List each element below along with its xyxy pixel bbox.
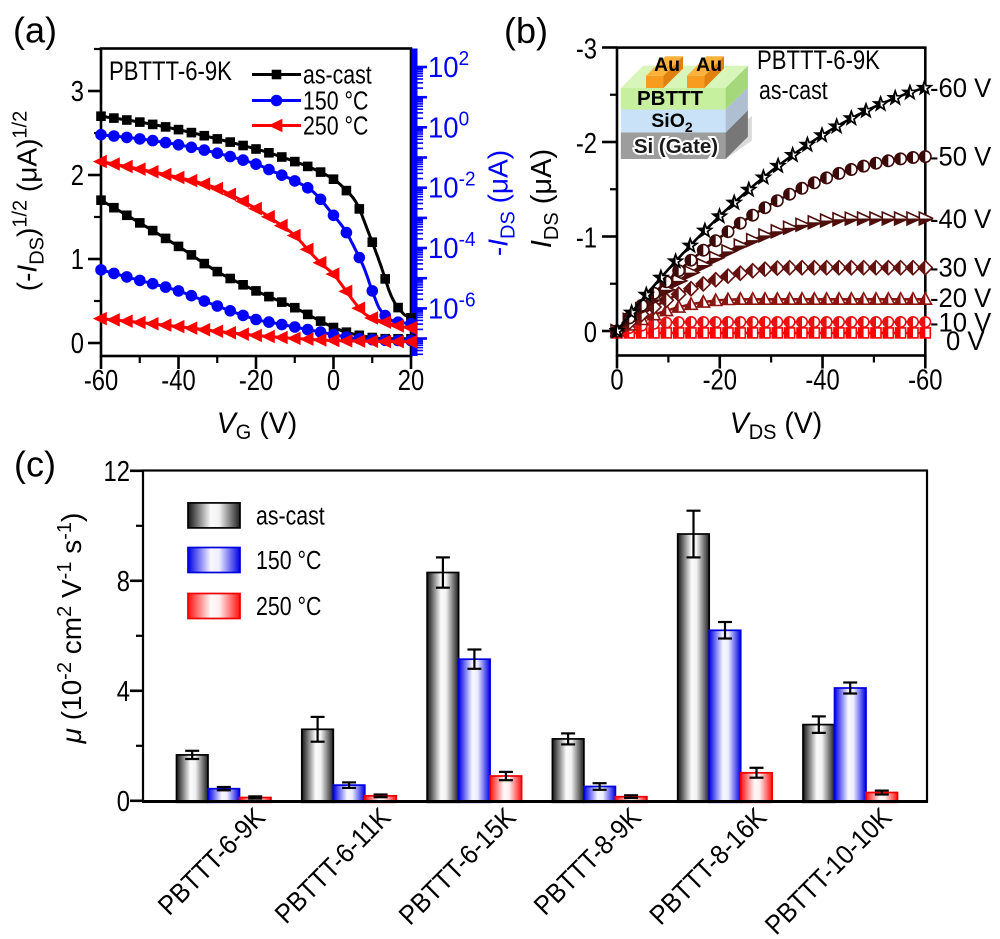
svg-text:-1: -1 xyxy=(576,221,597,254)
svg-text:VG (V): VG (V) xyxy=(217,407,297,444)
svg-text:0: 0 xyxy=(327,364,340,397)
svg-text:PBTTT-6-9K: PBTTT-6-9K xyxy=(757,46,880,76)
svg-text:as-cast: as-cast xyxy=(759,76,828,106)
svg-text:-20: -20 xyxy=(703,363,737,396)
svg-text:250 °C: 250 °C xyxy=(256,592,321,622)
svg-text:Au: Au xyxy=(654,54,680,76)
svg-text:PBTTT: PBTTT xyxy=(637,87,704,110)
svg-text:as-cast: as-cast xyxy=(303,61,372,91)
svg-text:-40: -40 xyxy=(805,363,839,396)
svg-text:2: 2 xyxy=(71,159,84,192)
svg-text:20: 20 xyxy=(398,364,424,397)
svg-text:as-cast: as-cast xyxy=(256,501,325,531)
svg-text:0: 0 xyxy=(584,316,597,349)
svg-text:0 V: 0 V xyxy=(946,325,985,356)
svg-text:PBTTT-6-9K: PBTTT-6-9K xyxy=(109,57,232,87)
svg-text:-10 V: -10 V xyxy=(930,307,992,338)
svg-text:-40: -40 xyxy=(161,364,195,397)
svg-text:250 °C: 250 °C xyxy=(303,112,368,142)
svg-text:IDS (μA): IDS (μA) xyxy=(526,149,563,248)
svg-text:-20: -20 xyxy=(239,364,273,397)
svg-text:(b): (b) xyxy=(504,10,548,51)
svg-text:(a): (a) xyxy=(13,10,57,51)
svg-text:150 °C: 150 °C xyxy=(256,546,321,576)
svg-text:4: 4 xyxy=(117,675,130,708)
svg-text:-3: -3 xyxy=(576,32,597,65)
svg-text:-40 V: -40 V xyxy=(930,203,992,234)
svg-text:(c): (c) xyxy=(14,444,56,485)
svg-text:(-IDS)1/2 (μA)1/2: (-IDS)1/2 (μA)1/2 xyxy=(10,111,49,291)
svg-text:-60: -60 xyxy=(908,363,942,396)
svg-text:1: 1 xyxy=(71,243,84,276)
svg-text:150 °C: 150 °C xyxy=(303,87,368,117)
svg-text:0: 0 xyxy=(610,363,623,396)
svg-text:VDS (V): VDS (V) xyxy=(730,407,823,444)
svg-text:-60 V: -60 V xyxy=(930,72,992,103)
svg-text:-60: -60 xyxy=(84,364,118,397)
svg-text:μ (10-2 cm2 V-1 s-1): μ (10-2 cm2 V-1 s-1) xyxy=(54,513,87,745)
svg-text:Si (Gate): Si (Gate) xyxy=(634,135,718,158)
svg-text:-30 V: -30 V xyxy=(930,252,992,283)
svg-text:0: 0 xyxy=(117,785,130,818)
svg-text:-2: -2 xyxy=(576,127,597,160)
svg-text:-20 V: -20 V xyxy=(930,282,992,313)
svg-text:Au: Au xyxy=(696,54,722,76)
svg-text:8: 8 xyxy=(117,565,130,598)
svg-text:-50 V: -50 V xyxy=(930,141,992,172)
svg-text:3: 3 xyxy=(71,75,84,108)
svg-text:-IDS (μA): -IDS (μA) xyxy=(483,150,520,256)
svg-text:12: 12 xyxy=(104,455,130,488)
svg-text:0: 0 xyxy=(71,327,84,360)
